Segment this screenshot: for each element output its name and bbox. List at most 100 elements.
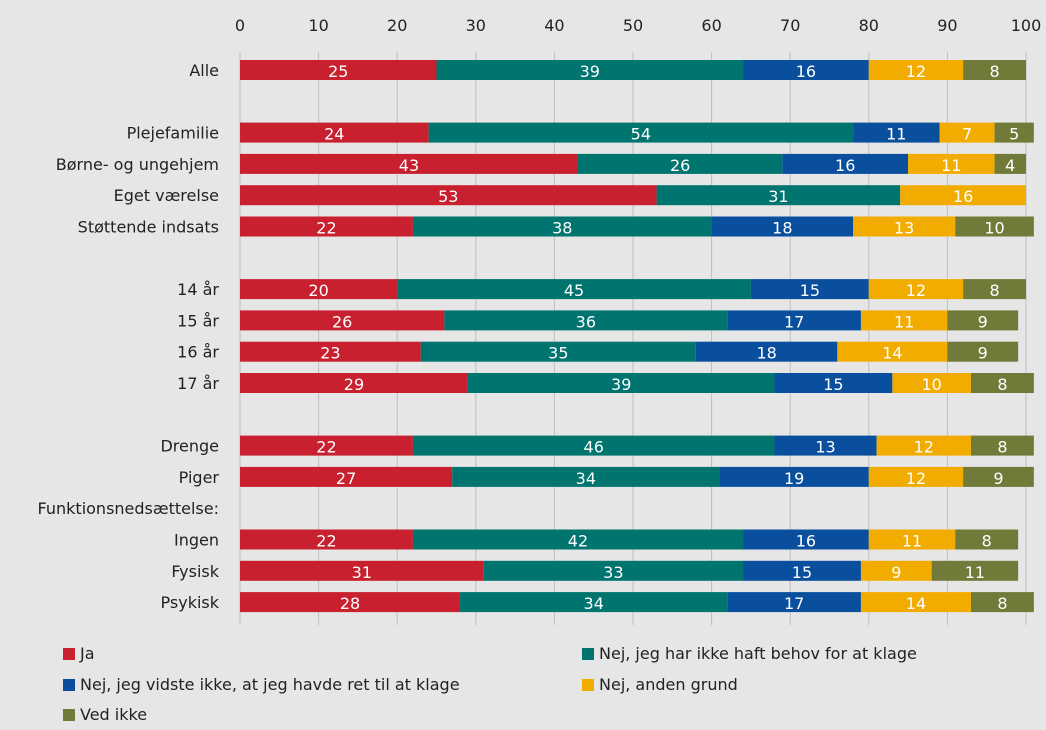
value-label: 4	[1005, 156, 1015, 175]
value-label: 11	[886, 125, 906, 144]
legend-swatch	[63, 679, 75, 691]
value-label: 34	[576, 469, 596, 488]
value-label: 13	[894, 219, 914, 238]
value-label: 12	[906, 62, 926, 81]
value-label: 9	[993, 469, 1003, 488]
bar-segment	[860, 592, 971, 613]
bar-segment	[743, 60, 869, 80]
legend-label: Nej, jeg har ikke haft behov for at klag…	[599, 644, 917, 663]
bar-segment	[240, 373, 468, 393]
bar-segment	[900, 185, 1026, 206]
value-label: 8	[989, 281, 999, 300]
value-label: 17	[784, 312, 804, 331]
bar-segment	[240, 560, 484, 581]
value-label: 10	[984, 219, 1004, 238]
bar-segment	[460, 592, 728, 613]
value-label: 11	[894, 312, 914, 331]
bar-segment	[963, 279, 1026, 300]
category-label: Funktionsnedsættelse:	[38, 499, 219, 518]
bar-segment	[868, 466, 964, 487]
value-label: 9	[891, 563, 901, 582]
bar-segment	[774, 373, 893, 393]
value-label: 53	[438, 187, 458, 206]
category-label: 15 år	[177, 311, 219, 330]
bar-segment	[939, 122, 995, 143]
bar-segment	[868, 279, 964, 300]
category-labels: Alle Plejefamilie Børne- og ungehjem Eget v…	[38, 61, 220, 612]
value-label: 14	[906, 594, 926, 613]
value-label: 16	[953, 187, 973, 206]
category-label: Ingen	[174, 531, 219, 550]
bar-segment	[240, 153, 578, 174]
bar-segment	[428, 122, 854, 143]
value-label: 22	[316, 219, 336, 238]
value-label: 22	[316, 438, 336, 457]
bar-segment	[994, 122, 1034, 143]
value-label: 31	[768, 187, 788, 206]
value-label: 17	[784, 594, 804, 613]
bar-segment	[444, 310, 728, 331]
category-label: 17 år	[177, 374, 219, 393]
category-label: Alle	[189, 61, 219, 80]
value-label: 9	[978, 344, 988, 363]
bar-segment	[240, 216, 413, 237]
value-label: 25	[328, 62, 348, 81]
category-label: Piger	[179, 468, 220, 487]
legend-swatch	[63, 648, 75, 660]
value-label: 23	[320, 344, 340, 363]
legend-swatch	[582, 679, 594, 691]
value-label: 31	[352, 563, 372, 582]
bar-segment	[656, 185, 901, 206]
value-label: 11	[941, 156, 961, 175]
value-label: 15	[800, 281, 820, 300]
bar-segment	[577, 153, 783, 174]
value-label: 10	[922, 375, 942, 394]
bar-segment	[868, 60, 964, 80]
value-label: 12	[906, 281, 926, 300]
value-label: 8	[997, 375, 1007, 394]
category-label: Drenge	[160, 437, 219, 456]
value-label: 43	[399, 156, 419, 175]
x-tick-label: 40	[544, 16, 564, 35]
bar-segment	[947, 310, 1019, 331]
value-label: 42	[568, 532, 588, 551]
bar-segment	[452, 466, 720, 487]
value-label: 54	[631, 125, 651, 144]
bar-segment	[970, 592, 1034, 613]
value-label: 35	[548, 344, 568, 363]
value-label: 16	[796, 62, 816, 81]
bar-segment	[955, 216, 1034, 237]
value-label: 8	[989, 62, 999, 81]
value-label: 14	[882, 344, 902, 363]
category-label: Psykisk	[161, 593, 220, 612]
value-label: 16	[796, 532, 816, 551]
value-label: 45	[564, 281, 584, 300]
bar-segment	[860, 560, 932, 581]
value-label: 18	[772, 219, 792, 238]
value-label: 39	[611, 375, 631, 394]
legend-label: Nej, anden grund	[599, 675, 738, 694]
value-label: 8	[982, 532, 992, 551]
x-axis-tick-labels: 0 10 20 30 40 50 60 70 80 90 100	[235, 16, 1041, 35]
value-label: 20	[308, 281, 328, 300]
bar-segment	[963, 60, 1026, 80]
value-label: 46	[584, 438, 604, 457]
x-tick-label: 20	[387, 16, 407, 35]
bar-segment	[240, 279, 398, 300]
value-label: 24	[324, 125, 344, 144]
bar-segment	[860, 310, 948, 331]
bar-segment	[240, 122, 429, 143]
bar-segment	[420, 341, 696, 362]
x-tick-label: 0	[235, 16, 245, 35]
bar-segment	[963, 466, 1034, 487]
value-label: 11	[965, 563, 985, 582]
bar-segment	[483, 560, 744, 581]
bar-segment	[412, 529, 744, 550]
bar-segment	[743, 529, 869, 550]
bar-segment	[719, 466, 869, 487]
value-label: 29	[344, 375, 364, 394]
bar-segment	[397, 279, 751, 300]
bar-segment	[750, 279, 869, 300]
bar-segment	[947, 341, 1019, 362]
x-tick-label: 70	[780, 16, 800, 35]
